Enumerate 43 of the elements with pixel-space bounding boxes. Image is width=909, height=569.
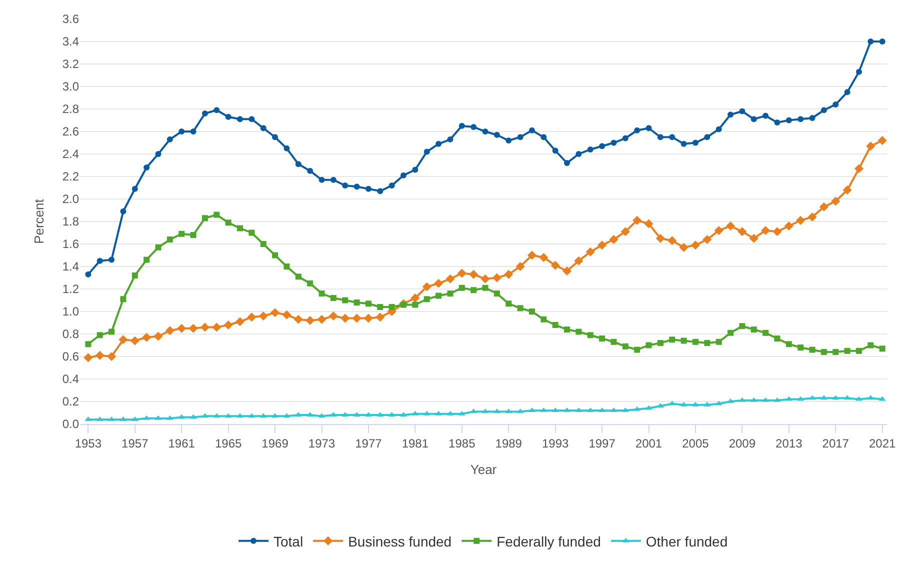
x-axis-title: Year xyxy=(470,462,498,477)
y-tick-label: 1.2 xyxy=(62,282,80,296)
x-tick-label: 1985 xyxy=(448,436,476,450)
y-tick-label: 3.6 xyxy=(62,12,80,26)
legend-label: Other funded xyxy=(646,533,728,550)
y-tick-label: 3.0 xyxy=(62,80,80,94)
y-tick-label: 2.6 xyxy=(62,124,80,139)
y-tick-label: 0.4 xyxy=(62,372,80,386)
x-tick-label: 1993 xyxy=(542,436,569,450)
y-axis-title: Percent xyxy=(31,198,46,244)
y-tick-label: 0.2 xyxy=(62,394,80,409)
y-tick-label: 0.6 xyxy=(62,350,80,364)
y-tick-label: 2.4 xyxy=(62,147,80,162)
x-tick-label: 1953 xyxy=(74,436,102,450)
x-tick-label: 2009 xyxy=(728,436,756,450)
x-tick-label: 1973 xyxy=(308,436,336,450)
x-tick-label: 1989 xyxy=(495,436,522,450)
x-tick-label: 1965 xyxy=(214,436,242,450)
x-tick-label: 1957 xyxy=(122,436,149,450)
y-tick-label: 1.8 xyxy=(62,214,80,229)
x-tick-label: 2021 xyxy=(868,436,896,450)
x-tick-label: 1961 xyxy=(168,436,196,450)
y-tick-label: 2.2 xyxy=(62,170,80,184)
y-tick-label: 0.0 xyxy=(62,417,80,432)
y-tick-label: 2.0 xyxy=(62,192,80,206)
x-tick-label: 2017 xyxy=(822,436,850,450)
x-tick-label: 1981 xyxy=(402,436,429,450)
legend-label: Federally funded xyxy=(496,533,601,550)
y-tick-label: 1.0 xyxy=(62,304,80,319)
x-tick-label: 2001 xyxy=(635,436,662,450)
y-tick-label: 1.4 xyxy=(62,260,80,274)
x-tick-label: 1997 xyxy=(588,436,616,450)
y-tick-label: 3.2 xyxy=(62,57,80,72)
y-tick-label: 2.8 xyxy=(62,102,80,116)
legend-label: Total xyxy=(274,533,304,550)
x-tick-label: 2005 xyxy=(682,436,710,450)
legend-label: Business funded xyxy=(348,533,452,550)
y-tick-label: 0.8 xyxy=(62,327,80,342)
y-tick-label: 1.6 xyxy=(62,237,80,252)
x-tick-label: 1977 xyxy=(355,436,382,450)
x-tick-label: 2013 xyxy=(776,436,803,450)
y-tick-label: 3.4 xyxy=(62,34,80,49)
x-tick-label: 1969 xyxy=(262,436,289,450)
